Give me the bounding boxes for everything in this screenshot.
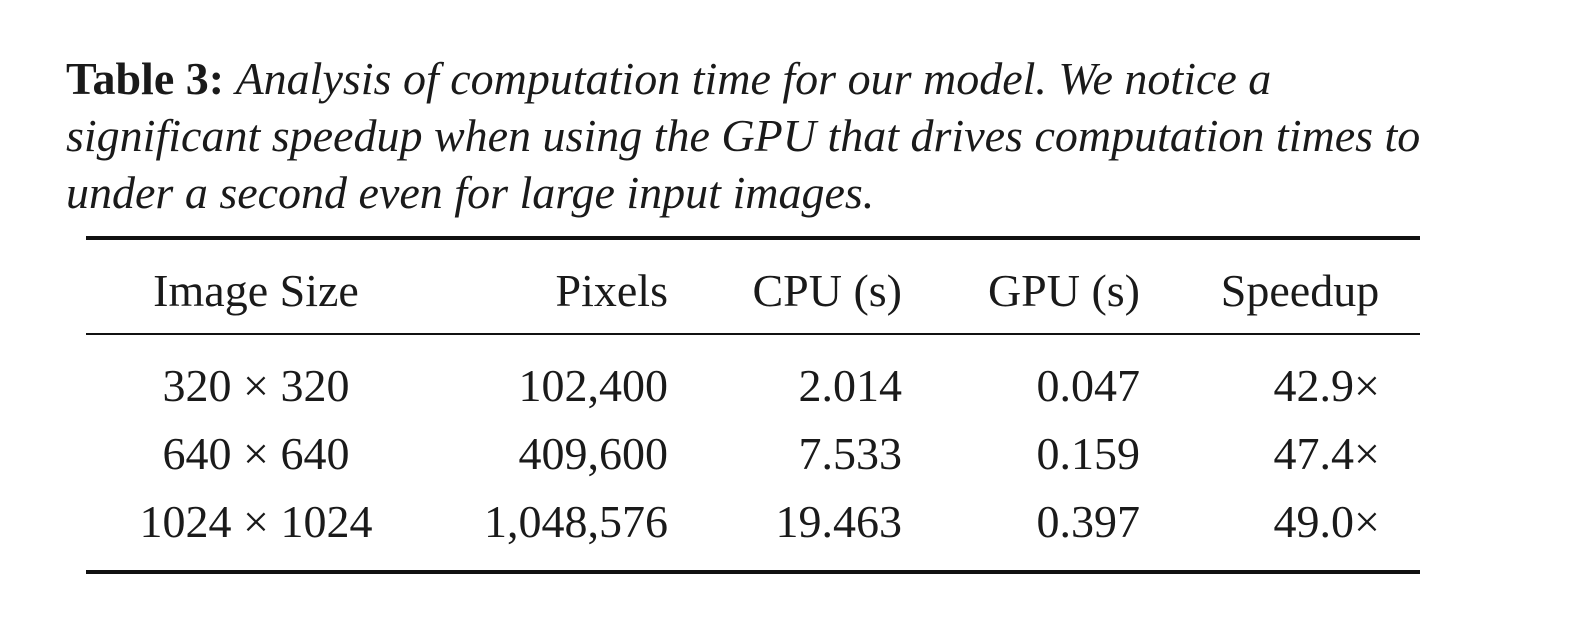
cell-gpu: 0.397 xyxy=(1036,496,1141,547)
cell-image-size: 320 × 320 xyxy=(162,360,350,411)
header-cpu: CPU (s) xyxy=(752,265,902,316)
table-bottom-rule xyxy=(86,570,1420,574)
cell-cpu: 19.463 xyxy=(775,496,903,547)
cell-speedup: 47.4× xyxy=(1273,428,1380,479)
cell-image-size: 640 × 640 xyxy=(162,428,350,479)
table-header-rule xyxy=(86,333,1420,335)
header-pixels: Pixels xyxy=(555,265,668,316)
header-speedup: Speedup xyxy=(1220,265,1380,316)
cell-gpu: 0.159 xyxy=(1036,428,1141,479)
cell-speedup: 42.9× xyxy=(1273,360,1380,411)
cell-image-size: 1024 × 1024 xyxy=(139,496,373,547)
caption-label: Table 3: xyxy=(66,53,225,104)
cell-pixels: 1,048,576 xyxy=(484,496,668,547)
header-image-size: Image Size xyxy=(153,265,359,316)
caption-text: Analysis of computation time for our mod… xyxy=(66,53,1421,218)
cell-pixels: 409,600 xyxy=(518,428,669,479)
table-top-rule xyxy=(86,236,1420,240)
cell-pixels: 102,400 xyxy=(518,360,669,411)
cell-speedup: 49.0× xyxy=(1273,496,1380,547)
cell-gpu: 0.047 xyxy=(1036,360,1141,411)
header-gpu: GPU (s) xyxy=(987,265,1140,316)
table-caption: Table 3: Analysis of computation time fo… xyxy=(66,50,1466,221)
cell-cpu: 7.533 xyxy=(798,428,903,479)
cell-cpu: 2.014 xyxy=(798,360,903,411)
